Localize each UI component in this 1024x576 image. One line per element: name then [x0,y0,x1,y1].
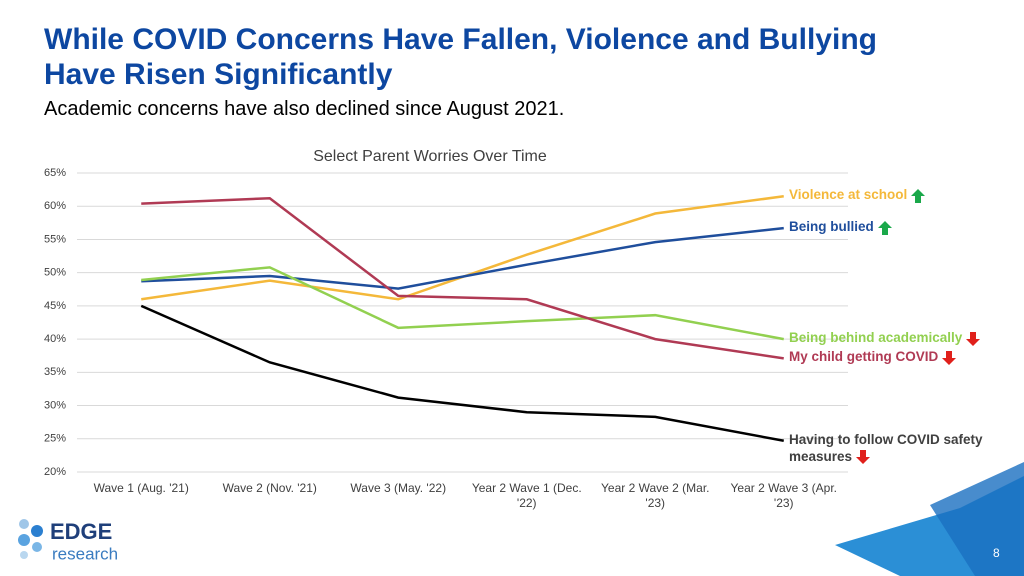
x-tick-label: Year 2 Wave 1 (Dec. '22) [471,481,582,510]
legend-text: Violence at school [789,187,908,203]
logo-text: EDGE [50,519,112,544]
arrow-shape [877,220,892,235]
slide-subtitle: Academic concerns have also declined sin… [44,98,565,120]
series-label: Having to follow COVID safety measures [789,431,989,465]
series-label: Being bullied [789,218,989,235]
y-tick-label: 45% [44,300,66,312]
y-tick-label: 35% [44,366,66,378]
decor-shape [930,462,1024,576]
chart-title: Select Parent Worries Over Time [313,148,547,165]
series-line [141,266,784,341]
series-label: Being behind academically [789,329,989,346]
logo-dot [32,542,42,552]
x-tick-label: Wave 1 (Aug. '21) [93,481,189,495]
arrow-shape [942,350,957,365]
y-tick-label: 40% [44,333,66,345]
logo-dot [20,551,28,559]
series-line [141,195,784,301]
trend-arrow [911,188,926,203]
x-tick-label: Year 2 Wave 2 (Mar. '23) [601,481,710,510]
y-tick-label: 30% [44,399,66,411]
x-tick-label: Wave 2 (Nov. '21) [222,481,317,495]
series-label: Violence at school [789,186,989,203]
legend-text: Being bullied [789,219,874,235]
series-label: My child getting COVID [789,348,989,365]
y-tick-label: 20% [44,466,66,478]
logo-dot [31,525,43,537]
logo-text: research [52,544,118,563]
y-tick-label: 60% [44,200,66,212]
series-line [141,226,784,290]
y-tick-label: 50% [44,267,66,279]
trend-arrow [966,331,981,346]
logo-dot [18,534,30,546]
arrow-shape [856,450,871,465]
x-tick-label: Wave 3 (May. '22) [350,481,447,495]
legend-text: Being behind academically [789,330,963,346]
series-line [141,196,784,360]
legend-text: Having to follow COVID safety measures [789,431,983,464]
y-tick-label: 25% [44,433,66,445]
trend-arrow [942,350,957,365]
slide-title: While COVID Concerns Have Fallen, Violen… [44,23,877,91]
trend-arrow [856,450,871,465]
series-line [140,304,784,442]
page-number: 8 [993,546,1000,560]
arrow-shape [911,188,926,203]
trend-arrow [877,220,892,235]
logo-dot [19,519,29,529]
arrow-shape [966,331,981,346]
x-tick-label: Year 2 Wave 3 (Apr. '23) [730,481,838,510]
y-tick-label: 65% [44,167,66,179]
y-tick-label: 55% [44,233,66,245]
legend-text: My child getting COVID [789,349,939,365]
